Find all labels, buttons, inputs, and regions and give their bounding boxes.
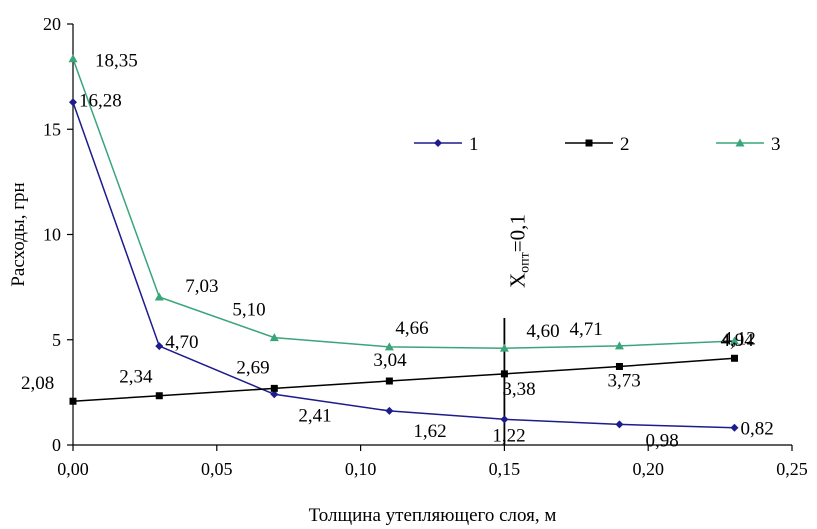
data-point: [730, 423, 739, 432]
legend-marker: [585, 139, 593, 147]
x-tick-label: 0,00: [57, 459, 89, 479]
y-ticks: 0 5 10 15 20: [43, 14, 73, 455]
data-label: 4,70: [165, 332, 198, 353]
data-point: [270, 390, 279, 399]
legend: 1 2 3: [414, 134, 781, 155]
data-label: 0,98: [645, 430, 678, 451]
y-tick-label: 15: [43, 119, 61, 139]
data-label: 2,34: [119, 367, 153, 388]
data-point: [155, 342, 164, 351]
data-point: [154, 292, 164, 301]
data-point: [614, 341, 624, 350]
legend-item-1: 1: [414, 134, 479, 155]
data-point: [615, 420, 624, 429]
data-point: [155, 392, 163, 400]
data-label: 3,04: [373, 350, 407, 371]
optimum-label: Xопт=0,1: [505, 214, 532, 288]
data-point: [499, 343, 509, 352]
y-axis-title: Расходы, грн: [8, 182, 29, 286]
data-label: 4,71: [569, 319, 602, 340]
data-label: 7,03: [185, 276, 218, 297]
data-point: [69, 397, 77, 405]
data-labels: 16,28 4,70 2,41 1,62 1,22 0,98 0,82 2,08 2,34 2,6…: [21, 51, 774, 452]
x-tick-label: 0,25: [776, 459, 808, 479]
optimum-label-main: X: [505, 273, 529, 288]
series: [68, 54, 739, 432]
data-point: [500, 415, 509, 424]
optimum-label-sub: опт: [517, 252, 532, 273]
legend-marker: [434, 139, 442, 147]
series-line-3: [72, 58, 735, 349]
data-point: [500, 370, 508, 378]
data-point: [68, 54, 78, 63]
data-point: [385, 377, 393, 385]
data-label: 16,28: [79, 90, 122, 111]
x-tick-label: 0,10: [345, 459, 377, 479]
data-label: 1,22: [492, 425, 525, 446]
y-tick-label: 20: [43, 14, 61, 34]
series-3: [68, 54, 739, 352]
legend-label: 2: [620, 134, 630, 155]
x-tick-label: 0,20: [632, 459, 664, 479]
data-label: 4,94: [720, 330, 754, 351]
data-label: 1,62: [413, 421, 446, 442]
y-tick-label: 5: [52, 330, 61, 350]
series-1: [69, 98, 739, 432]
data-point: [69, 98, 77, 107]
optimum-label-tail: =0,1: [505, 214, 529, 252]
data-label: 4,66: [395, 318, 428, 339]
data-point: [729, 336, 739, 345]
legend-item-2: 2: [565, 134, 630, 155]
data-label: 5,10: [232, 300, 265, 321]
data-label: 4,12: [722, 328, 755, 349]
legend-label: 3: [771, 134, 781, 155]
data-label: 18,35: [95, 51, 138, 72]
axes: 0 5 10 15 20 0,00 0,05 0,10 0,15 0,20 0,25: [43, 14, 808, 479]
x-ticks: 0,00 0,05 0,10 0,15 0,20 0,25: [57, 445, 808, 479]
data-label: 2,08: [21, 373, 54, 394]
data-label: 4,60: [526, 321, 559, 342]
data-label: 0,82: [740, 419, 773, 440]
data-label: 3,73: [607, 370, 640, 391]
data-label: 3,38: [502, 379, 535, 400]
y-tick-label: 10: [43, 225, 61, 245]
data-point: [385, 406, 394, 415]
y-tick-label: 0: [52, 435, 61, 455]
legend-item-3: 3: [716, 134, 781, 155]
data-point: [384, 342, 394, 351]
legend-marker: [735, 138, 745, 147]
data-point: [270, 384, 278, 392]
data-label: 2,69: [236, 357, 269, 378]
x-tick-label: 0,05: [201, 459, 233, 479]
series-2: [69, 354, 738, 405]
data-point: [615, 362, 623, 370]
data-label: 2,41: [298, 405, 331, 426]
legend-label: 1: [469, 134, 479, 155]
data-point: [730, 354, 738, 362]
optimum-annotation: Xопт=0,1: [503, 214, 532, 445]
data-point: [269, 333, 279, 342]
x-tick-label: 0,15: [489, 459, 521, 479]
x-axis-title: Толщина утепляющего слоя, м: [309, 505, 557, 526]
